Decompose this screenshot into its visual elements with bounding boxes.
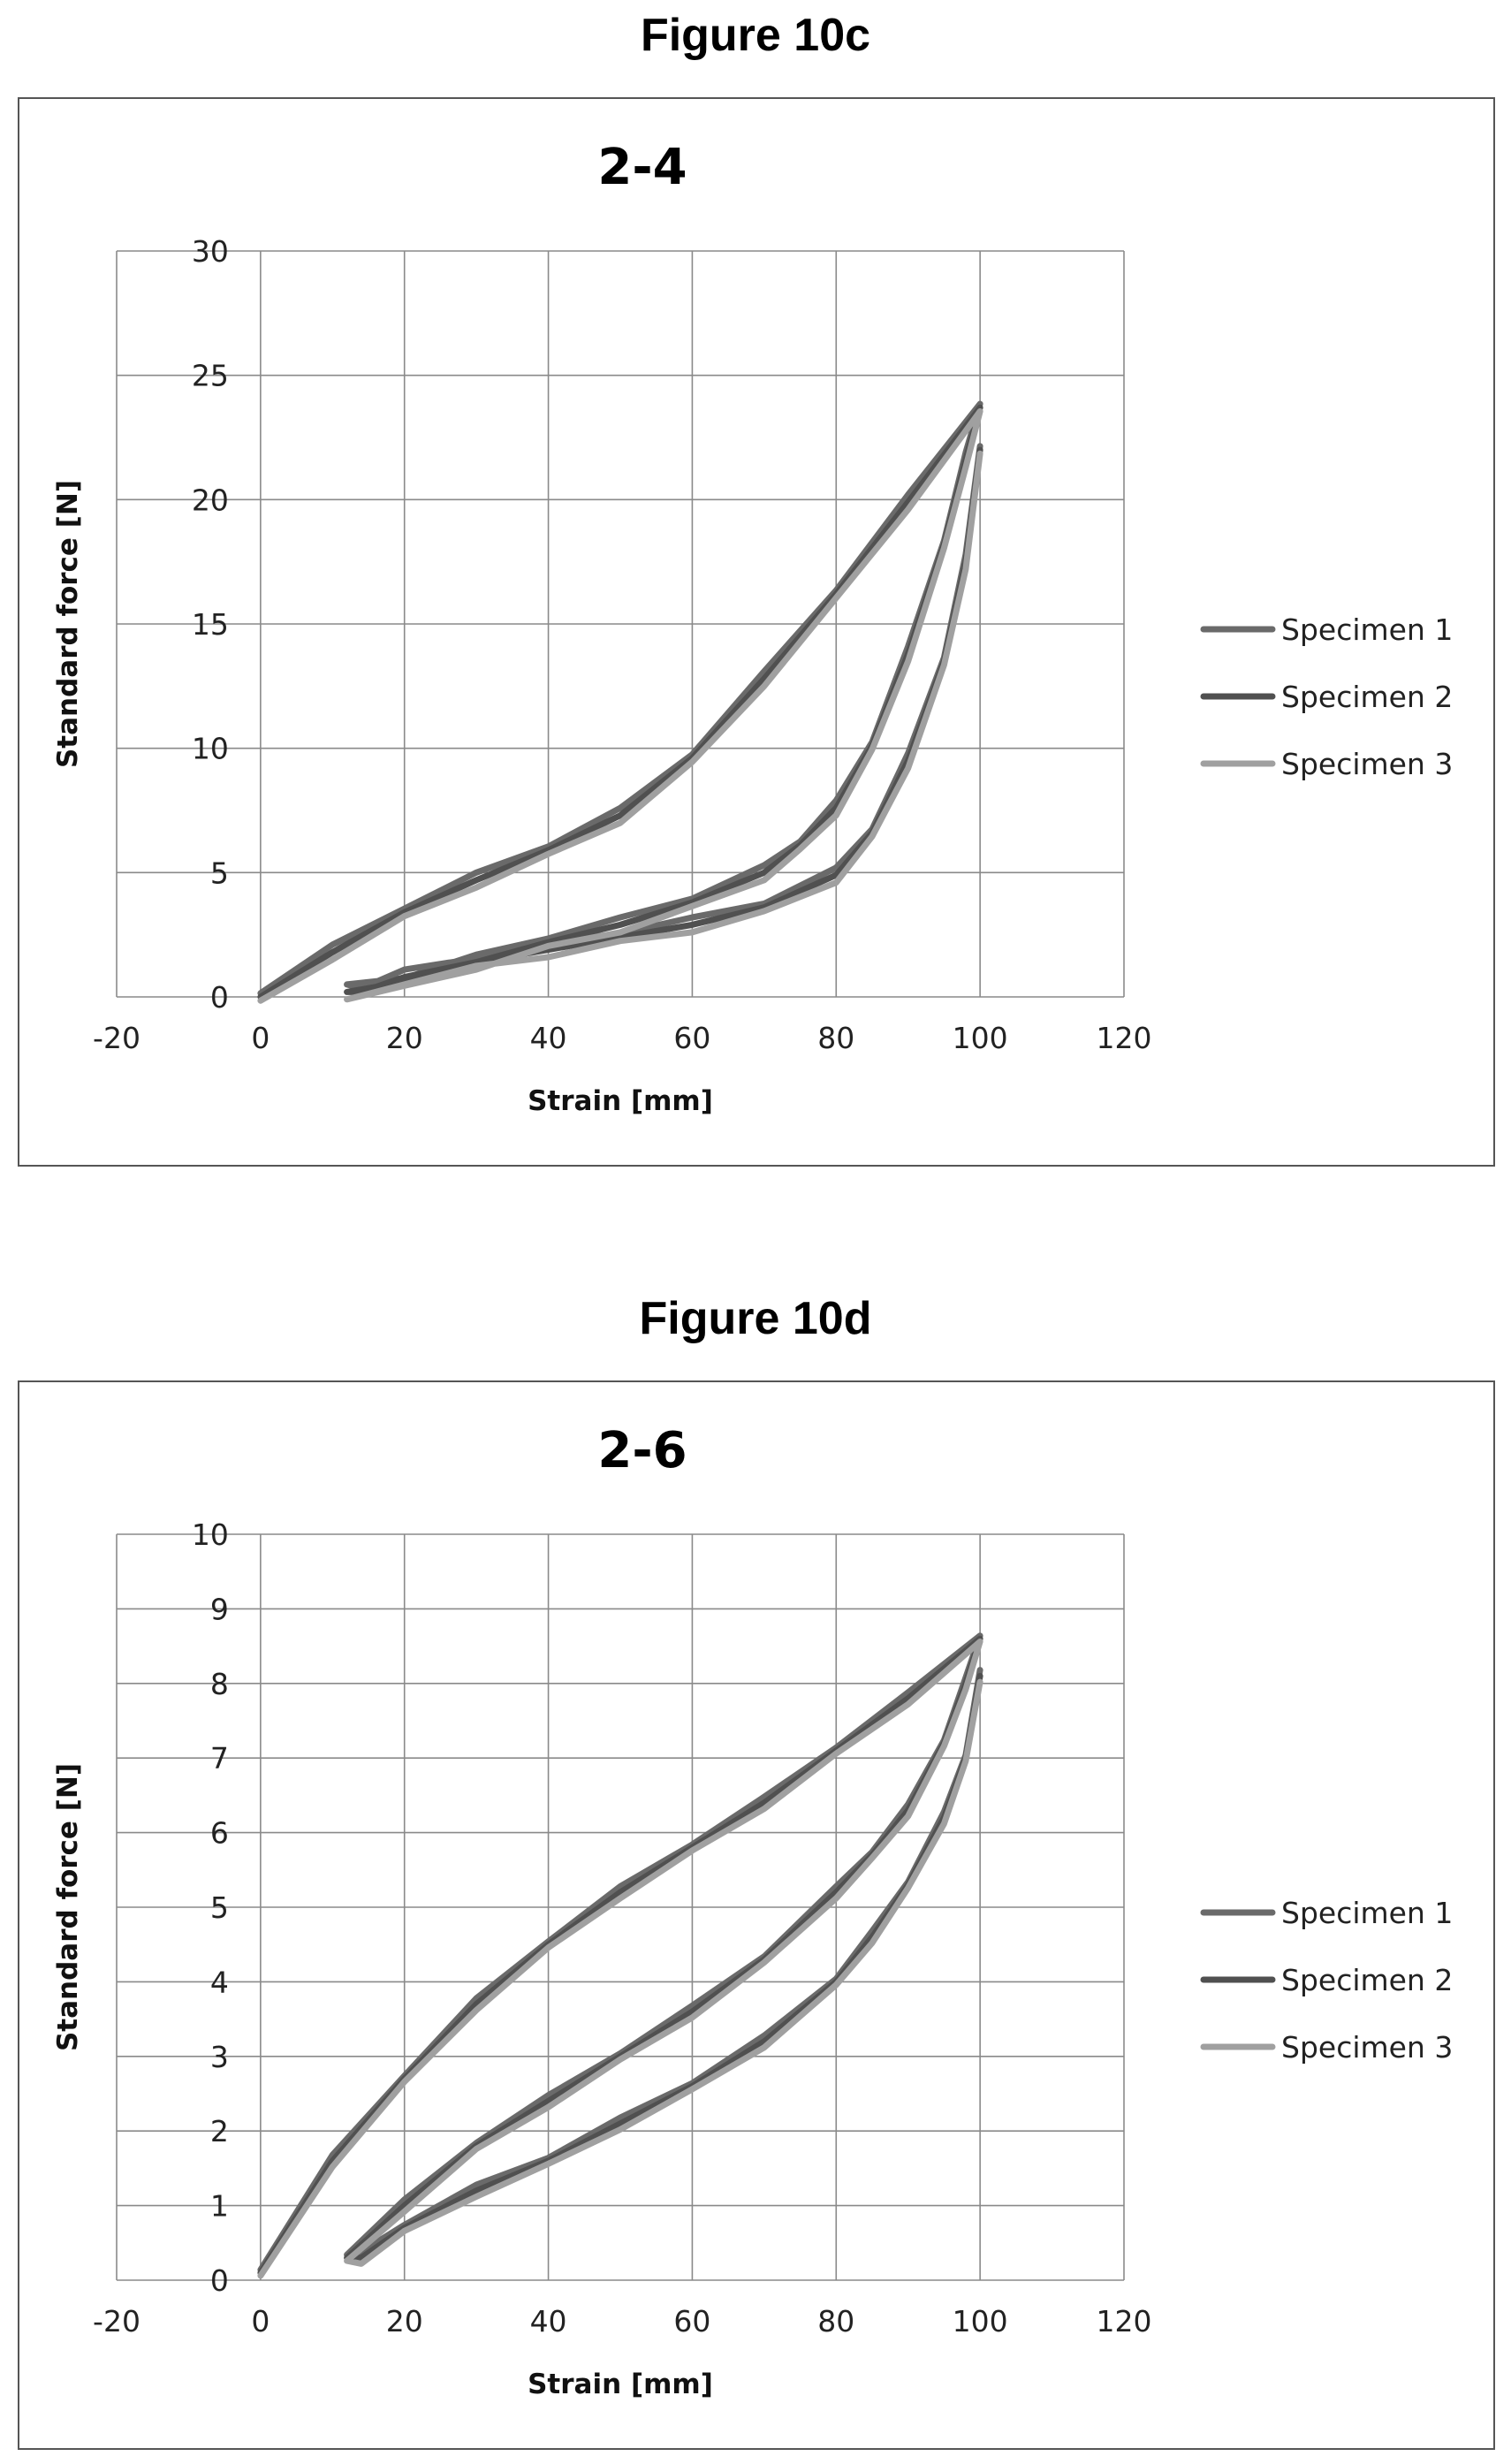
y-tick-label: 9 (210, 1592, 229, 1626)
x-axis-label: Strain [mm] (528, 1085, 713, 1117)
legend-label: Specimen 3 (1281, 2030, 1453, 2065)
chart-svg: 2-4 -20 0 20 40 60 80 100 120 0 5 10 15 20 25 30 Strain … (52, 139, 1453, 1117)
x-tick-label: 80 (817, 2304, 854, 2339)
x-tick-label: 40 (530, 1021, 567, 1055)
x-axis-label: Strain [mm] (528, 2369, 713, 2400)
series-line (257, 1635, 983, 2277)
y-tick-label: 2 (210, 2114, 229, 2148)
y-tick-label: 25 (192, 359, 229, 393)
series-line (257, 408, 983, 1004)
series-line (257, 400, 983, 997)
y-tick-label: 4 (210, 1965, 229, 1999)
chart-panel: 2-4 -20 0 20 40 60 80 100 120 0 5 10 15 20 25 30 Strain … (18, 97, 1495, 1167)
x-tick-label: 60 (673, 2304, 710, 2339)
chart-svg: 2-6 -20 0 20 40 60 80 100 120 0 1 2 3 4 5 6 7 8 9 10 Strain … (52, 1422, 1453, 2400)
y-tick-label: 6 (210, 1816, 229, 1851)
y-tick-label: 7 (210, 1741, 229, 1776)
x-tick-label: 20 (386, 1021, 423, 1055)
y-tick-label: 20 (192, 483, 229, 517)
y-tick-label: 3 (210, 2040, 229, 2074)
legend-label: Specimen 1 (1281, 612, 1453, 647)
x-tick-label: 20 (386, 2304, 423, 2339)
figure-caption: Figure 10d (639, 1293, 872, 1344)
x-tick-label: 60 (673, 1021, 710, 1055)
y-tick-label: 8 (210, 1667, 229, 1701)
y-tick-label: 5 (210, 1890, 229, 1925)
x-tick-label: -20 (93, 1021, 140, 1055)
y-tick-label: 5 (210, 856, 229, 890)
x-tick-label: -20 (93, 2304, 140, 2339)
legend-label: Specimen 2 (1281, 680, 1453, 714)
chart-title: 2-4 (597, 139, 687, 196)
x-tick-label: 100 (953, 2304, 1008, 2339)
y-tick-label: 10 (192, 732, 229, 766)
y-tick-label: 0 (210, 2263, 229, 2298)
y-axis-label: Standard force [N] (52, 480, 84, 768)
legend-label: Specimen 1 (1281, 1896, 1453, 1930)
x-tick-label: 0 (251, 1021, 270, 1055)
y-tick-label: 1 (210, 2189, 229, 2224)
x-tick-label: 80 (817, 1021, 854, 1055)
y-tick-label: 0 (210, 980, 229, 1015)
x-tick-label: 40 (530, 2304, 567, 2339)
chart-panel: 2-6 -20 0 20 40 60 80 100 120 0 1 2 3 4 5 6 7 8 9 10 Strain … (18, 1380, 1495, 2450)
y-tick-label: 15 (192, 607, 229, 642)
figure-caption: Figure 10c (640, 10, 871, 61)
y-axis-label: Standard force [N] (52, 1763, 84, 2051)
x-tick-label: 0 (251, 2304, 270, 2339)
legend-label: Specimen 2 (1281, 1963, 1453, 1997)
x-tick-label: 120 (1097, 1021, 1152, 1055)
series-line (257, 404, 983, 1000)
y-tick-label: 10 (192, 1517, 229, 1552)
x-tick-label: 120 (1097, 2304, 1152, 2339)
y-tick-label: 30 (192, 234, 229, 269)
series-line (257, 1639, 983, 2279)
x-tick-label: 100 (953, 1021, 1008, 1055)
legend-label: Specimen 3 (1281, 747, 1453, 781)
chart-title: 2-6 (597, 1422, 687, 1479)
